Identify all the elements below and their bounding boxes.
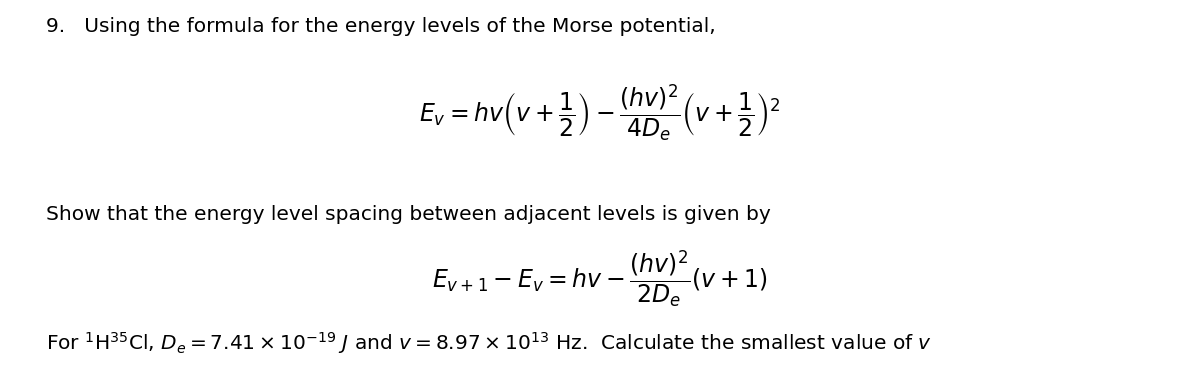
Text: $E_v = hv\left(v + \dfrac{1}{2}\right) - \dfrac{(hv)^2}{4D_e}\left(v + \dfrac{1}: $E_v = hv\left(v + \dfrac{1}{2}\right) -… — [419, 82, 781, 143]
Text: For ${}^{1}\mathrm{H}^{35}\mathrm{Cl}$, $D_e = 7.41 \times 10^{-19}$ $J$ and $v : For ${}^{1}\mathrm{H}^{35}\mathrm{Cl}$, … — [46, 330, 931, 356]
Text: $E_{v+1} - E_v = hv - \dfrac{(hv)^2}{2D_e}(v + 1)$: $E_{v+1} - E_v = hv - \dfrac{(hv)^2}{2D_… — [432, 248, 768, 309]
Text: 9.   Using the formula for the energy levels of the Morse potential,: 9. Using the formula for the energy leve… — [46, 17, 715, 35]
Text: Show that the energy level spacing between adjacent levels is given by: Show that the energy level spacing betwe… — [46, 205, 770, 224]
